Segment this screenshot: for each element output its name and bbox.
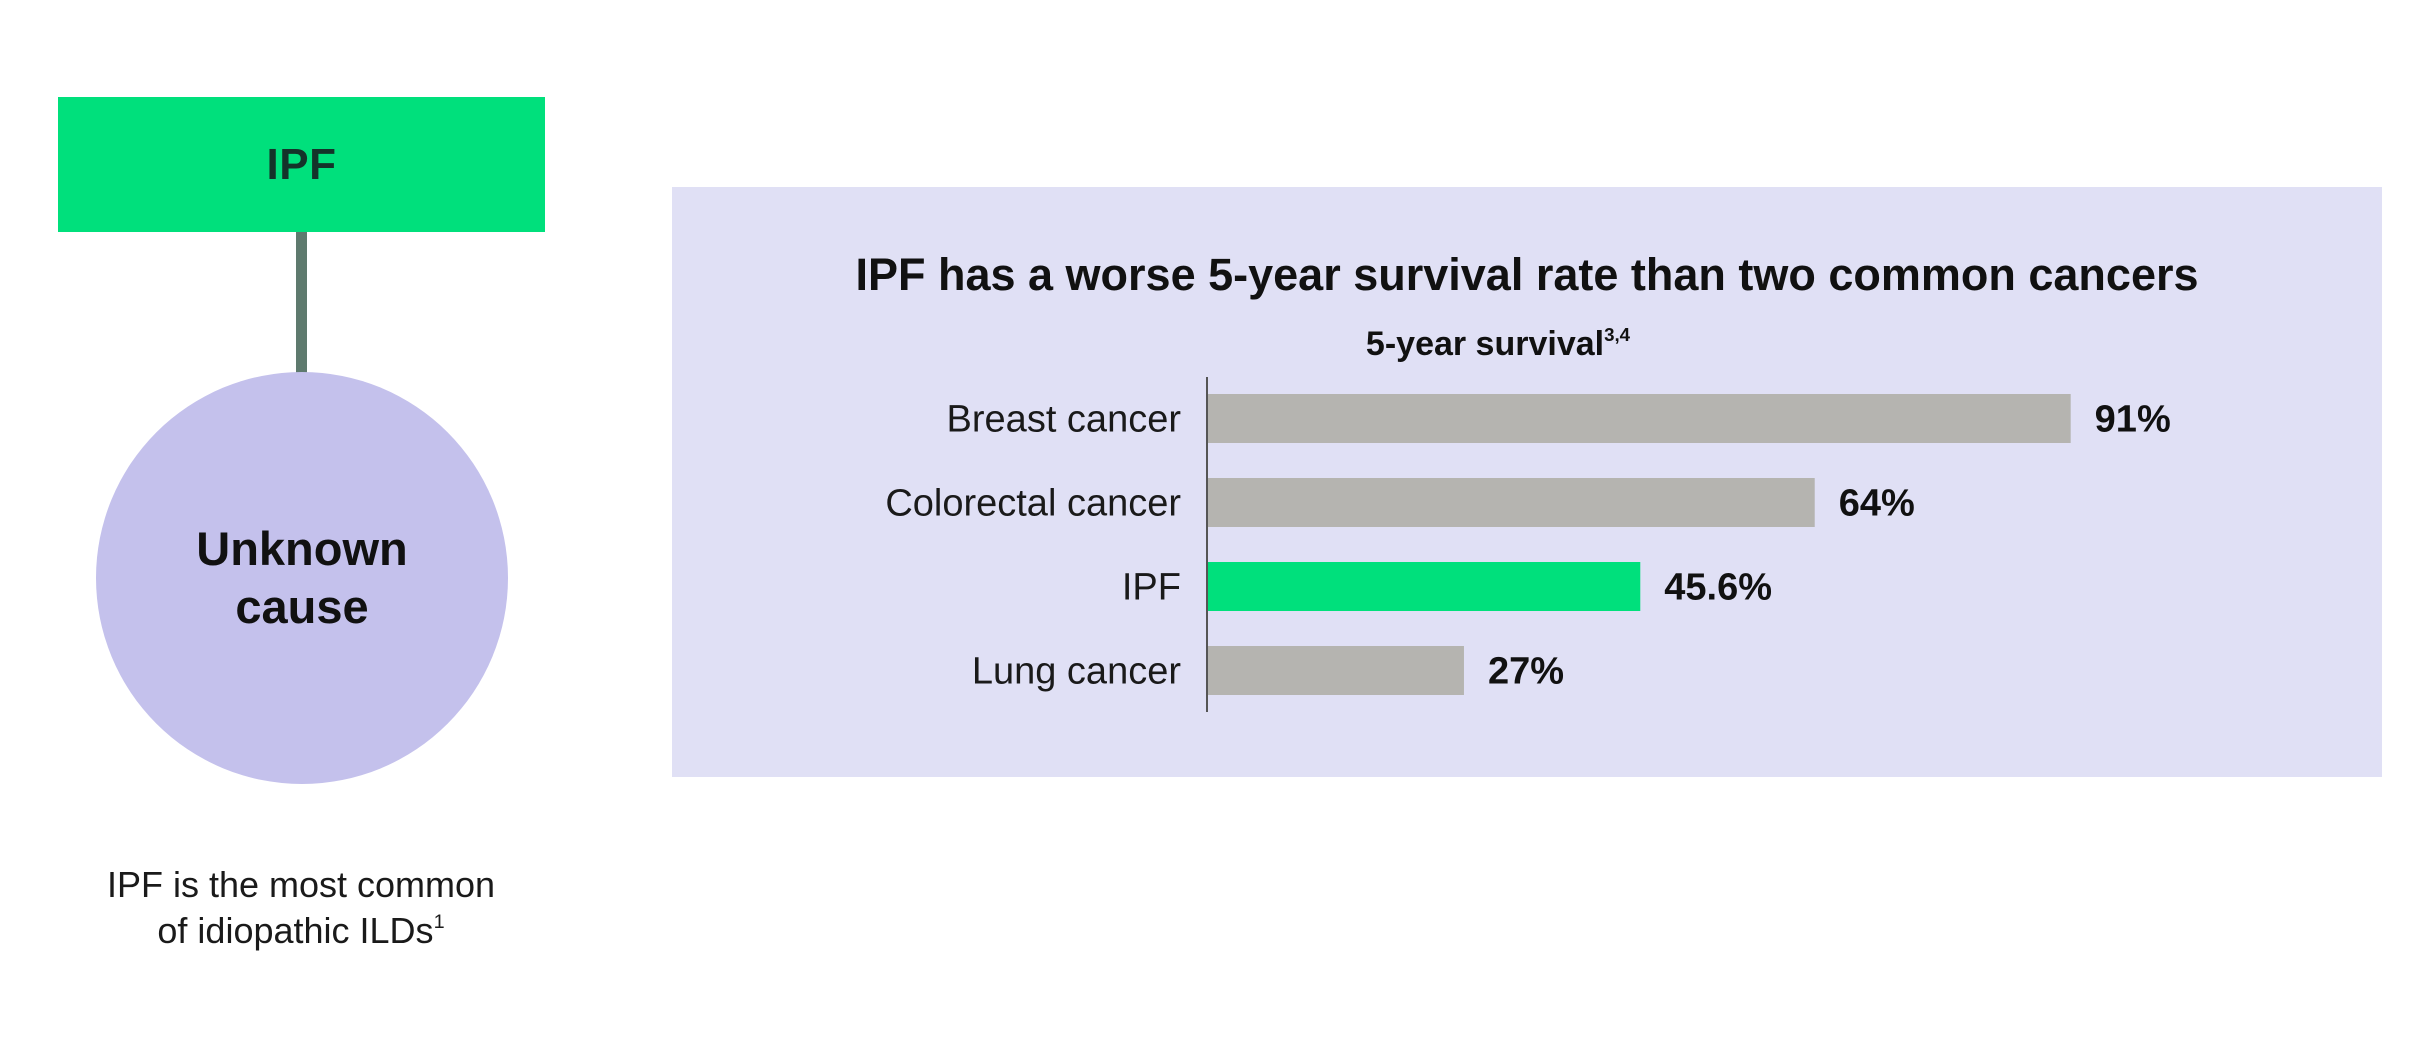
value-label: 91% [2095, 399, 2171, 441]
category-label: Lung cancer [972, 651, 1181, 693]
connector-line [296, 232, 307, 374]
bar-lung-cancer [1208, 646, 1464, 695]
chart-subtitle-footnote: 3,4 [1604, 323, 1631, 345]
caption-line2: of idiopathic ILDs [157, 910, 434, 951]
chart-title: IPF has a worse 5-year survival rate tha… [855, 249, 2199, 300]
category-label: Breast cancer [947, 399, 1182, 441]
ipf-box: IPF [58, 97, 545, 232]
bar-colorectal-cancer [1208, 478, 1815, 527]
chart-subtitle: 5-year survival3,4 [1298, 322, 1698, 366]
ipf-caption: IPF is the most common of idiopathic ILD… [40, 862, 562, 954]
category-label: IPF [1122, 567, 1181, 609]
unknown-cause-label: Unknown cause [196, 522, 408, 633]
chart-subtitle-text: 5-year survival [1365, 325, 1605, 363]
survival-chart-panel: IPF has a worse 5-year survival rate tha… [672, 187, 2382, 777]
value-label: 27% [1488, 651, 1564, 693]
bar-ipf [1208, 562, 1641, 611]
value-label: 64% [1839, 483, 1915, 525]
value-label: 45.6% [1664, 567, 1772, 609]
caption-footnote: 1 [433, 911, 445, 934]
unknown-cause-circle: Unknown cause [96, 372, 508, 784]
category-label: Colorectal cancer [885, 483, 1181, 525]
survival-bar-chart: Breast cancer 91% Colorectal cancer 64% IPF 4… [885, 377, 2171, 712]
caption-line1: IPF is the most common [106, 864, 496, 905]
bar-breast-cancer [1208, 394, 2071, 443]
